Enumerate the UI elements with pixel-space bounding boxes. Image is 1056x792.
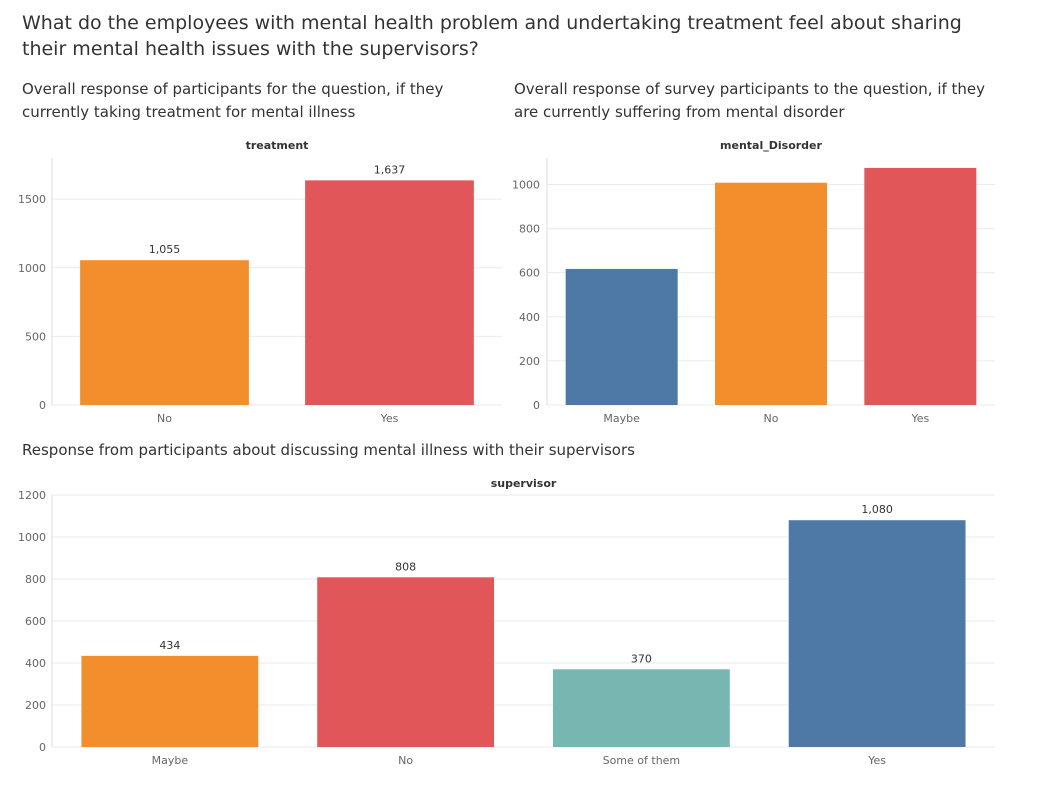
mental_disorder-y-tick-label: 800 [519, 223, 540, 236]
supervisor-bar-some-of-them [552, 669, 730, 747]
treatment-y-tick-label: 0 [39, 399, 46, 412]
supervisor-category-label: Some of them [603, 754, 681, 767]
supervisor-chart: supervisor 0 200 400 600 800 1000 1200 Maybe 434 N… [18, 477, 995, 767]
supervisor-data-label: 808 [395, 560, 416, 573]
mental_disorder-y-tick-label: 0 [533, 399, 540, 412]
mental_disorder-bar-yes [864, 167, 977, 405]
treatment-bar-yes [305, 180, 474, 405]
mental_disorder-y-tick-label: 200 [519, 355, 540, 368]
treatment-category-label: No [157, 412, 172, 425]
mental_disorder-y-tick-label: 1000 [512, 178, 540, 191]
supervisor-y-tick-label: 0 [39, 741, 46, 754]
mental_disorder-bar-no [715, 182, 827, 405]
treatment-y-tick-label: 1000 [18, 262, 46, 275]
supervisor-data-label: 370 [631, 652, 652, 665]
supervisor-y-tick-label: 1000 [18, 531, 46, 544]
treatment-y-tick-label: 500 [25, 330, 46, 343]
treatment-category-label: Yes [380, 412, 399, 425]
mental_disorder-y-tick-label: 400 [519, 311, 540, 324]
mental_disorder-y-tick-label: 600 [519, 267, 540, 280]
supervisor-y-tick-label: 400 [25, 657, 46, 670]
mental_disorder-category-label: Yes [910, 412, 929, 425]
dashboard-title: What do the employees with mental health… [22, 12, 962, 60]
supervisor-data-label: 1,080 [861, 503, 893, 516]
supervisor-bar-maybe [81, 655, 259, 747]
mental_disorder-category-label: No [764, 412, 779, 425]
supervisor-y-tick-label: 600 [25, 615, 46, 628]
treatment-data-label: 1,637 [374, 163, 406, 176]
supervisor-axis-title: supervisor [491, 477, 557, 490]
treatment-y-tick-label: 1500 [18, 193, 46, 206]
treatment-chart: treatment 0 500 1000 1500 No 1,055 Yes 1,637 [18, 139, 502, 425]
treatment-data-label: 1,055 [149, 243, 181, 256]
mental_disorder-category-label: Maybe [603, 412, 640, 425]
supervisor-y-tick-label: 1200 [18, 489, 46, 502]
mental-disorder-panel-caption: Overall response of survey participants … [514, 80, 986, 121]
treatment-axis-title: treatment [246, 139, 309, 152]
mental-disorder-chart: mental_Disorder 0 200 400 600 800 1000 Maybe No Y… [512, 139, 995, 425]
treatment-panel-caption: Overall response of participants for the… [22, 80, 444, 121]
supervisor-category-label: Yes [867, 754, 886, 767]
supervisor-category-label: No [398, 754, 413, 767]
supervisor-bar-no [317, 577, 495, 747]
supervisor-panel-caption: Response from participants about discuss… [22, 441, 635, 459]
supervisor-y-tick-label: 200 [25, 699, 46, 712]
supervisor-bar-yes [788, 520, 966, 747]
mental_disorder-bar-maybe [565, 268, 678, 405]
treatment-bar-no [80, 260, 249, 405]
supervisor-data-label: 434 [159, 639, 180, 652]
supervisor-category-label: Maybe [152, 754, 189, 767]
mental_disorder-axis-title: mental_Disorder [720, 139, 822, 152]
supervisor-y-tick-label: 800 [25, 573, 46, 586]
